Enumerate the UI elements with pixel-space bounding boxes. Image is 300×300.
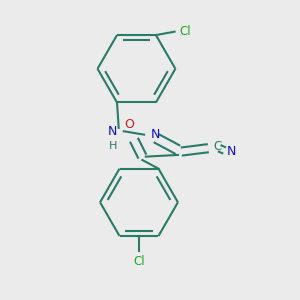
Text: C: C [214,140,222,153]
Text: N: N [151,128,160,141]
Text: H: H [109,141,117,152]
Text: Cl: Cl [133,255,145,268]
Text: N: N [108,125,117,138]
Text: Cl: Cl [180,25,191,38]
Text: N: N [227,145,236,158]
Text: O: O [124,118,134,131]
